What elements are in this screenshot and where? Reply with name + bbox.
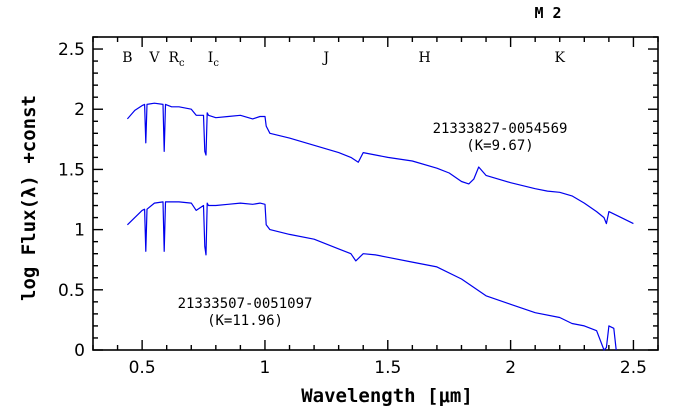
x-tick-label: 2.5 <box>620 358 647 378</box>
x-tick-label: 1 <box>260 358 271 378</box>
band-label-h: H <box>419 50 431 66</box>
spectrum-line-1 <box>126 102 634 225</box>
band-label-b: B <box>122 50 132 66</box>
photometric-band-labels: B V Rc Ic J H K <box>122 50 565 69</box>
star-id-label: 21333507-0051097 <box>178 296 313 312</box>
star-kmag-label: (K=11.96) <box>207 313 283 329</box>
y-axis-ticks: 0 0.5 1 1.5 2 2.5 <box>58 36 658 361</box>
band-label-r: Rc <box>168 50 185 69</box>
y-tick-label: 0.5 <box>58 281 85 301</box>
x-tick-label: 0.5 <box>129 358 156 378</box>
chart-title: M 2 <box>534 4 561 22</box>
y-tick-label: 2.5 <box>58 40 85 60</box>
spectrum-line-2 <box>126 201 617 351</box>
star-id-label: 21333827-0054569 <box>433 121 568 137</box>
band-label-i: Ic <box>208 50 220 69</box>
y-tick-label: 1.5 <box>58 160 85 180</box>
y-axis-title: log Flux(λ) +const <box>18 95 40 301</box>
star-kmag-label: (K=9.67) <box>466 138 533 154</box>
band-label-j: J <box>322 50 330 66</box>
spectra <box>126 102 634 351</box>
x-tick-label: 1.5 <box>374 358 401 378</box>
y-tick-label: 1 <box>74 221 85 241</box>
band-label-v: V <box>148 50 160 66</box>
y-tick-label: 0 <box>74 341 85 361</box>
star-annotations: 21333827-0054569(K=9.67) 21333507-0051097… <box>178 121 568 329</box>
x-tick-label: 2 <box>505 358 516 378</box>
y-tick-label: 2 <box>74 100 85 120</box>
x-axis-ticks: 0.5 1 1.5 2 2.5 <box>92 37 659 378</box>
band-label-k: K <box>555 50 566 66</box>
x-axis-title: Wavelength [μm] <box>301 385 473 407</box>
